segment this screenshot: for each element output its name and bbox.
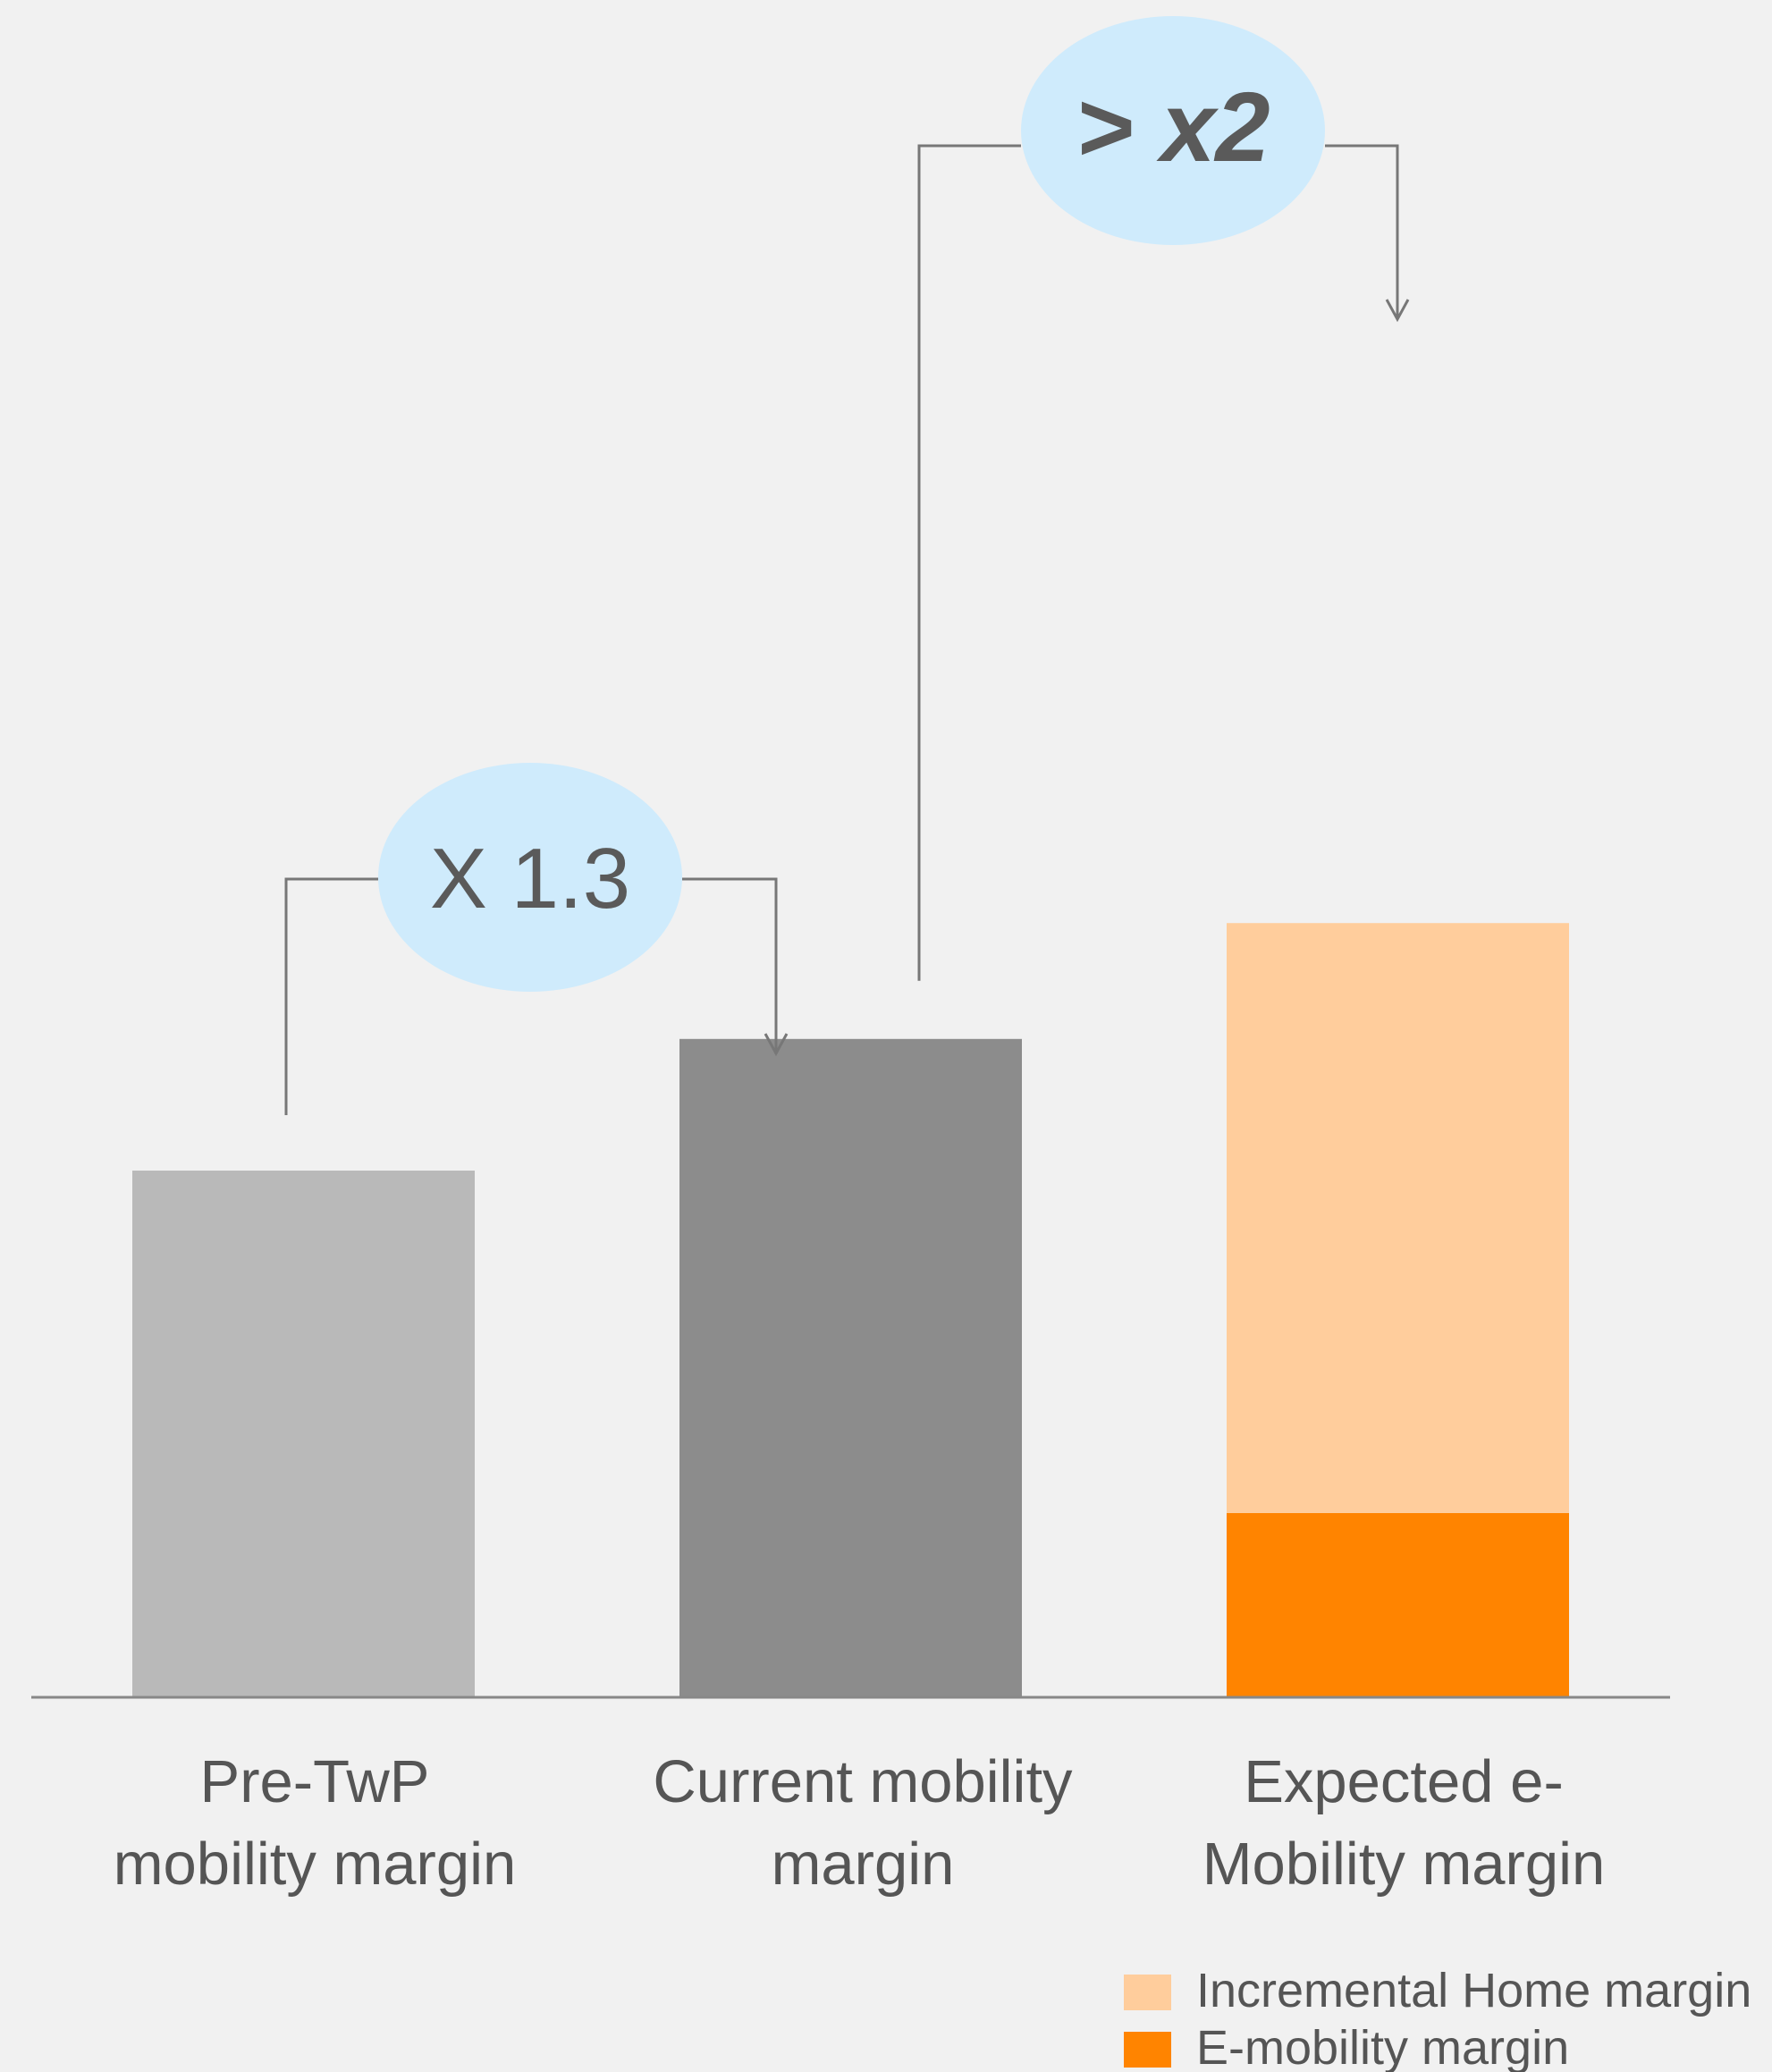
connector-arrowhead-1 <box>764 1033 789 1057</box>
bars-group <box>132 923 1569 1697</box>
category-label-1-line-1: Pre-TwP <box>200 1748 430 1815</box>
legend-swatch-emobility <box>1124 2032 1171 2068</box>
connector-line-2 <box>917 144 1399 981</box>
ratio-x2-label: > x2 <box>1076 72 1270 182</box>
bar-pre-twp <box>132 1171 475 1697</box>
connectors-group: X 1.3 > x2 <box>284 16 1410 1116</box>
ratio-x1-3-label: X 1.3 <box>430 831 630 926</box>
legend-label-home: Incremental Home margin <box>1196 1964 1751 2017</box>
category-labels: Pre-TwP mobility margin Current mobility ma… <box>114 1748 1606 1898</box>
bar-home-segment <box>1227 923 1569 1513</box>
category-label-1-line-2: mobility margin <box>114 1831 517 1898</box>
ratio-bubble-2 <box>1021 16 1325 245</box>
category-label-3-line-2: Mobility margin <box>1202 1831 1606 1898</box>
category-label-2-line-1: Current mobility <box>653 1748 1073 1815</box>
bar-emobility-segment <box>1227 1512 1569 1697</box>
category-label-3-line-1: Expected e- <box>1244 1748 1564 1815</box>
bar-current <box>679 1038 1022 1697</box>
ratio-bubble-1 <box>378 763 682 992</box>
legend-label-emobility: E-mobility margin <box>1196 2021 1569 2072</box>
connector-line-1 <box>284 877 778 1116</box>
connector-arrowhead-2 <box>1385 299 1410 323</box>
legend-swatch-home <box>1124 1975 1171 2010</box>
category-label-2-line-2: margin <box>772 1831 955 1898</box>
